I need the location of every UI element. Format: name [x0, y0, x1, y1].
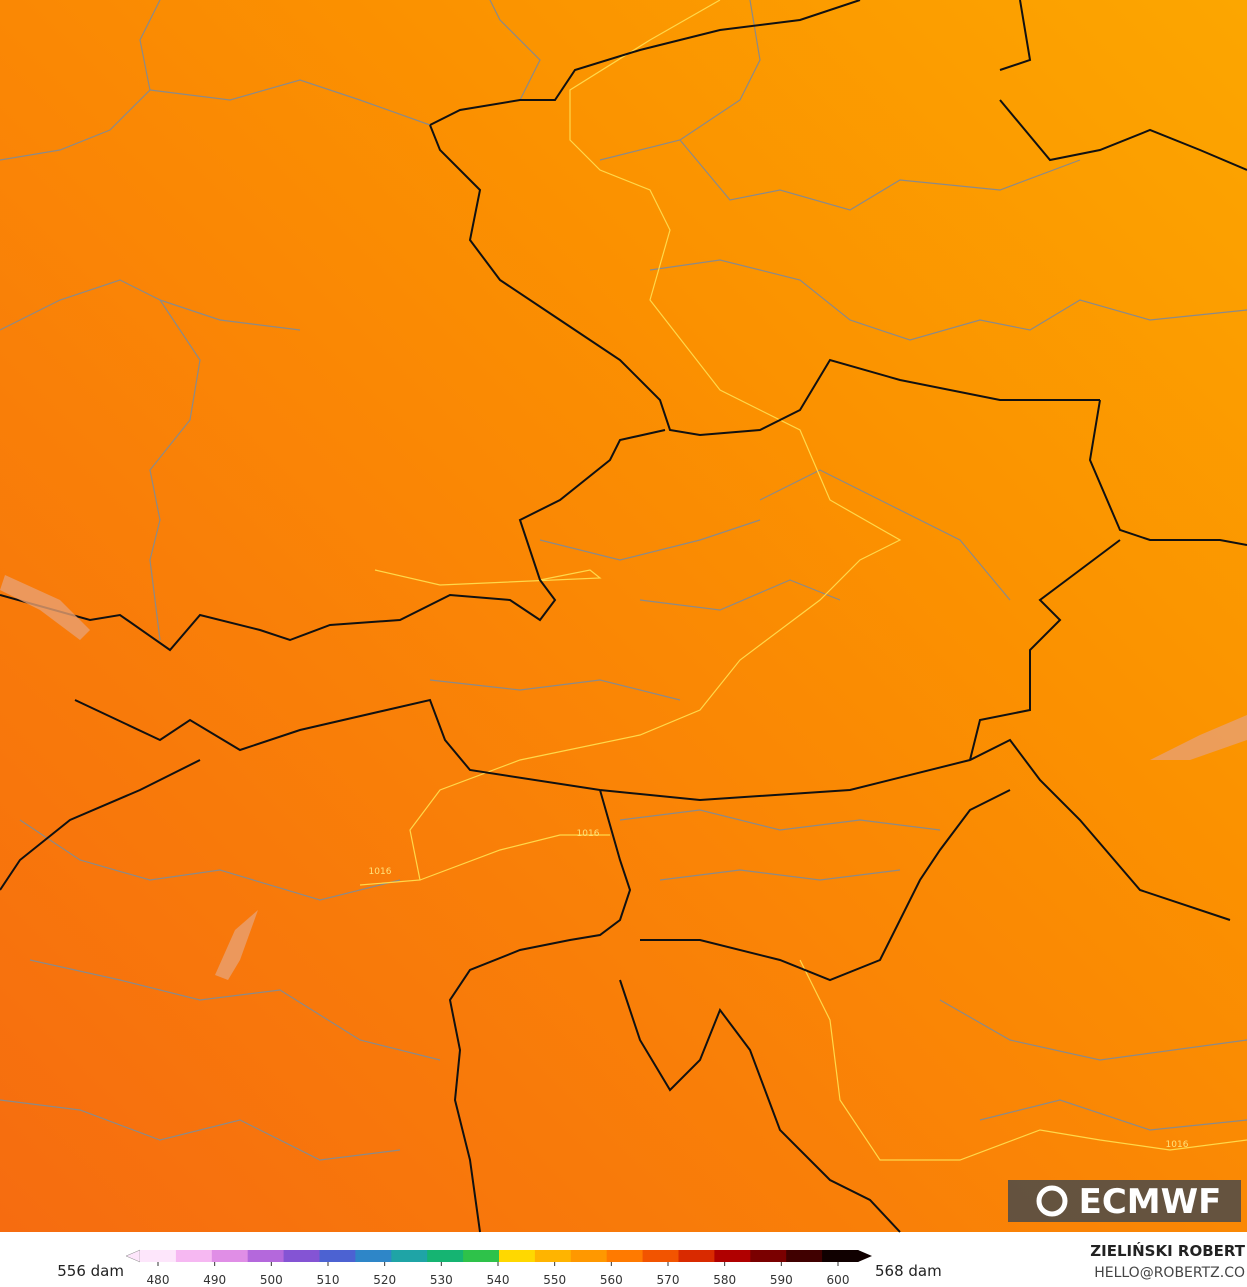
colorbar-segment [822, 1250, 859, 1262]
colorbar-end [858, 1250, 872, 1262]
colorbar-tick-label: 550 [543, 1273, 566, 1287]
colorbar-tick-label: 510 [317, 1273, 340, 1287]
colorbar-tick-label: 570 [657, 1273, 680, 1287]
colorbar-segment [211, 1250, 249, 1262]
logo: ECMWF [1008, 1180, 1241, 1222]
colorbar-tick-label: 530 [430, 1273, 453, 1287]
logo-icon [1036, 1185, 1068, 1217]
colorbar-tick-label: 490 [203, 1273, 226, 1287]
colorbar-segment [750, 1250, 787, 1262]
colorbar-segment [355, 1250, 392, 1262]
colorbar-segment [319, 1250, 356, 1262]
credit-name: ZIELIŃSKI ROBERT [1090, 1241, 1245, 1260]
colorbar-segment [175, 1250, 213, 1262]
colorbar-tick-label: 590 [770, 1273, 793, 1287]
colorbar-segment [463, 1250, 500, 1262]
logo-text: ECMWF [1079, 1182, 1222, 1222]
colorbar-segment [678, 1250, 715, 1262]
colorbar-segment [247, 1250, 285, 1262]
contour-label: 1016 [369, 867, 392, 877]
colorbar-segment [570, 1250, 608, 1262]
colorbar-tick-label: 600 [827, 1273, 850, 1287]
map-background [0, 0, 1247, 1232]
colorbar-max-label: 568 dam [875, 1262, 942, 1280]
colorbar-tick-label: 540 [487, 1273, 510, 1287]
colorbar-segment [534, 1250, 572, 1262]
colorbar-tick-label: 560 [600, 1273, 623, 1287]
colorbar-segment [140, 1250, 177, 1262]
colorbar-tick-label: 580 [713, 1273, 736, 1287]
colorbar-segment [499, 1250, 536, 1262]
credit-email: HELLO@ROBERTZ.CO [1094, 1265, 1245, 1281]
region-borders [0, 0, 1247, 1161]
contour-label: 1016 [577, 829, 600, 839]
colorbar-segment [391, 1250, 428, 1262]
colorbar-segment [427, 1250, 464, 1262]
colorbar-tick-label: 480 [147, 1273, 170, 1287]
colorbar-tick-label: 500 [260, 1273, 283, 1287]
map: 1016 1016 1016 ECMWF [0, 0, 1247, 1233]
colorbar-segment [606, 1250, 644, 1262]
colorbar: 556 dam 568 dam 480 490 500 510 520 530 540 550… [57, 1249, 942, 1287]
colorbar-segment [714, 1250, 751, 1262]
contour-label: 1016 [1166, 1140, 1189, 1150]
colorbar-tick-label: 520 [373, 1273, 396, 1287]
colorbar-segment [786, 1250, 823, 1262]
colorbar-segment [642, 1250, 679, 1262]
colorbar-start [125, 1249, 141, 1263]
isobar [359, 0, 1247, 1161]
colorbar-min-label: 556 dam [57, 1262, 124, 1280]
country-borders [0, 0, 1247, 1233]
colorbar-segment [283, 1250, 320, 1262]
